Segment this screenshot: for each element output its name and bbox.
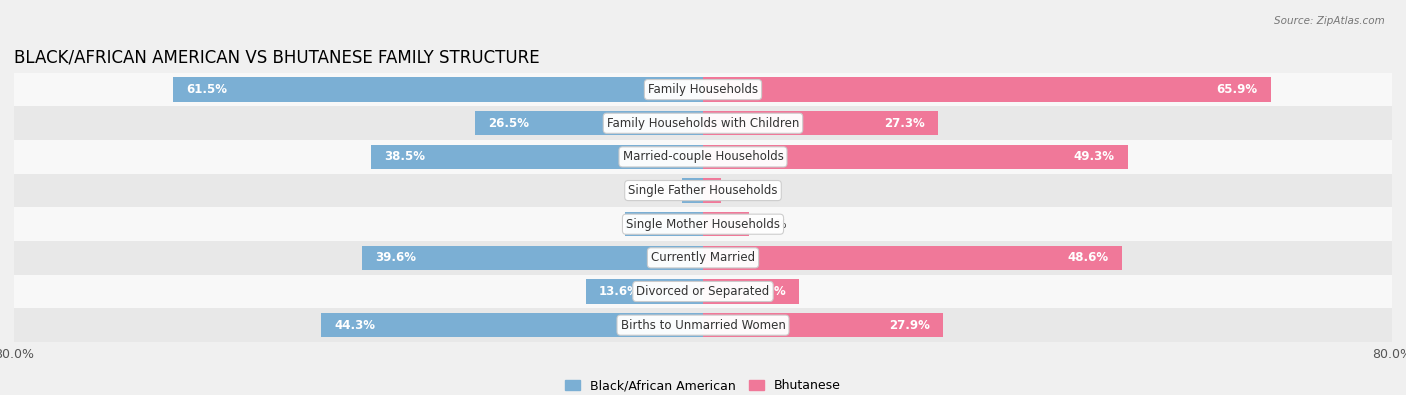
Bar [703, 77, 1271, 102]
Bar [371, 145, 703, 169]
Text: Single Mother Households: Single Mother Households [626, 218, 780, 231]
Text: 27.9%: 27.9% [890, 319, 931, 332]
Text: Divorced or Separated: Divorced or Separated [637, 285, 769, 298]
Bar [626, 212, 703, 236]
Text: Family Households: Family Households [648, 83, 758, 96]
Text: 11.2%: 11.2% [745, 285, 786, 298]
Bar [475, 111, 703, 135]
Bar [703, 111, 938, 135]
Text: Currently Married: Currently Married [651, 251, 755, 264]
Text: 2.1%: 2.1% [730, 184, 759, 197]
Bar [14, 174, 1392, 207]
Text: Source: ZipAtlas.com: Source: ZipAtlas.com [1274, 16, 1385, 26]
Bar [14, 241, 1392, 275]
Text: BLACK/AFRICAN AMERICAN VS BHUTANESE FAMILY STRUCTURE: BLACK/AFRICAN AMERICAN VS BHUTANESE FAMI… [14, 48, 540, 66]
Text: Married-couple Households: Married-couple Households [623, 150, 783, 164]
Bar [361, 246, 703, 270]
Bar [703, 145, 1128, 169]
Bar [14, 106, 1392, 140]
Bar [703, 279, 800, 304]
Bar [14, 140, 1392, 174]
Text: 65.9%: 65.9% [1216, 83, 1257, 96]
Bar [173, 77, 703, 102]
Bar [703, 246, 1122, 270]
Text: 9.0%: 9.0% [638, 218, 671, 231]
Text: 13.6%: 13.6% [599, 285, 640, 298]
Text: 49.3%: 49.3% [1074, 150, 1115, 164]
Bar [703, 179, 721, 203]
Text: 26.5%: 26.5% [488, 117, 529, 130]
Text: Births to Unmarried Women: Births to Unmarried Women [620, 319, 786, 332]
Text: 48.6%: 48.6% [1067, 251, 1108, 264]
Bar [14, 207, 1392, 241]
Bar [703, 212, 748, 236]
Bar [322, 313, 703, 337]
Bar [14, 308, 1392, 342]
Bar [586, 279, 703, 304]
Legend: Black/African American, Bhutanese: Black/African American, Bhutanese [561, 374, 845, 395]
Text: 61.5%: 61.5% [186, 83, 228, 96]
Bar [14, 73, 1392, 106]
Text: 38.5%: 38.5% [384, 150, 426, 164]
Text: 5.3%: 5.3% [758, 218, 787, 231]
Text: 2.4%: 2.4% [644, 184, 673, 197]
Text: 44.3%: 44.3% [335, 319, 375, 332]
Bar [703, 313, 943, 337]
Text: Single Father Households: Single Father Households [628, 184, 778, 197]
Text: 39.6%: 39.6% [375, 251, 416, 264]
Text: 27.3%: 27.3% [884, 117, 925, 130]
Text: Family Households with Children: Family Households with Children [607, 117, 799, 130]
Bar [14, 275, 1392, 308]
Bar [682, 179, 703, 203]
